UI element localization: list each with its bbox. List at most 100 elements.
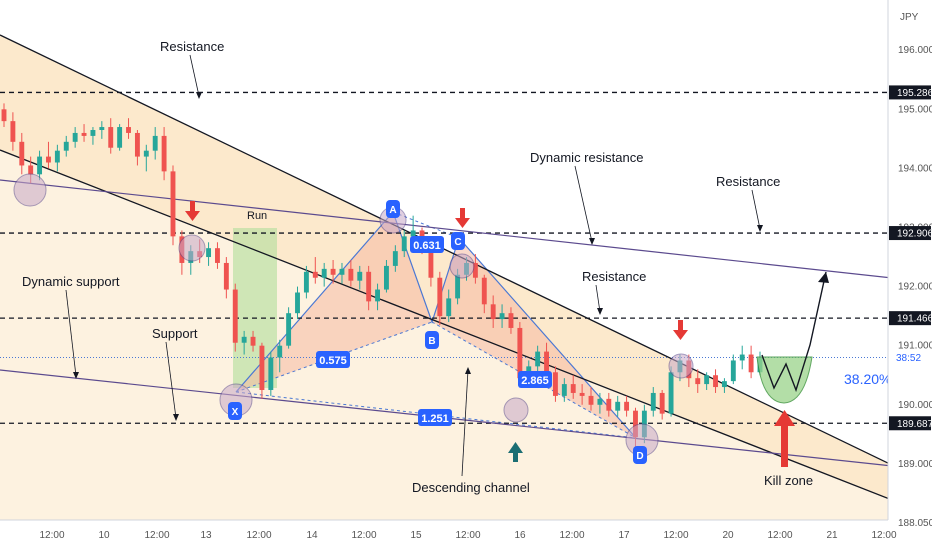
candle-body [615,401,621,411]
pattern-xd-line [235,391,637,439]
time-tick-label: 16 [514,530,526,541]
label-fib-level: 38.20% [844,371,891,387]
candle-body [659,392,665,414]
label-dynamic-resistance: Dynamic resistance [530,150,643,165]
candle-body [268,357,274,390]
label-dynamic-support: Dynamic support [22,274,120,289]
candle-body [748,354,754,373]
price-tick-label: 194.000 [898,163,932,174]
candle-body [721,381,727,388]
candle-body [552,372,558,396]
candle-body [152,135,158,151]
time-axis[interactable] [0,520,888,550]
candle-body [410,230,416,237]
candle-body [108,127,114,148]
candle-body [295,292,300,314]
time-tick-label: 14 [306,530,318,541]
pointer-arrowhead [73,372,79,379]
time-axis-ticks: 12:00 10 12:00 13 12:00 14 12:00 15 12:00 16 12:00… [39,530,896,541]
candle-body [99,127,105,130]
price-level-badge [889,85,931,100]
dynamic-resistance-line [0,179,893,279]
candle-body [517,327,523,379]
price-level-labels: 195.286 192.906 191.466 189.687 [889,85,932,431]
candle-body [544,351,549,373]
red-arrow-up-icon [774,410,795,467]
candle-body [241,336,247,343]
price-tick-label: 196.000 [898,45,932,56]
touch-circle [503,397,529,423]
currency-label: JPY [900,12,919,23]
time-tick-label: 12:00 [663,530,688,541]
candle-body [597,398,603,405]
label-resistance-mid: Resistance [582,269,646,284]
ratio-label-ac: 0.631 [410,236,444,253]
candle-body [1,109,7,122]
candle-body [312,271,318,278]
candle-body [704,375,710,385]
candle-body [330,268,336,275]
candle-body [588,395,594,405]
pointer-arrowhead [465,367,471,374]
price-tick-label: 190.000 [898,400,932,411]
label-run: Run [247,210,267,222]
candle-body [277,345,283,358]
candle-body [713,375,718,388]
price-tick-label: 189.000 [898,459,932,470]
candle-body [206,248,212,258]
touch-circle [668,353,694,379]
label-resistance-top: Resistance [160,39,224,54]
time-tick-label: 12:00 [144,530,169,541]
time-tick-label: 12:00 [351,530,376,541]
pointer-descending-channel [461,369,469,477]
price-level-label: 192.906 [897,229,932,240]
candle-body [126,127,131,133]
candle-body [668,372,674,414]
candle-body [535,351,541,367]
projection-arrowhead [818,272,829,283]
pattern-xab-fill [236,212,432,392]
price-tick-label: 192.000 [898,282,932,293]
candle-body [170,171,176,237]
touch-circle [449,253,475,279]
candle-body [28,165,34,175]
ratio-label-xd: 1.251 [418,409,452,426]
price-level-label: 191.466 [897,314,932,325]
pointer-dynamic-resistance [574,165,593,243]
candle-body [19,141,25,166]
price-level-badge [889,226,931,241]
pointer-arrowhead [196,92,202,99]
candle-body [366,271,372,302]
candle-body [633,410,638,438]
candle-body [499,313,505,320]
time-tick-label: 20 [722,530,734,541]
pointer-arrowhead [597,308,603,315]
candle-body [90,130,96,136]
candle-body [348,268,354,281]
candle-body [472,262,478,278]
svg-text:X: X [232,407,239,418]
label-descending-channel: Descending channel [412,480,530,495]
pointer-arrowhead [757,225,763,232]
candle-body [37,156,43,175]
candle-body [455,274,461,299]
pointer-arrowhead [589,238,595,245]
teal-arrow-up-icon [508,442,523,462]
price-tick-label: 195.000 [898,104,932,115]
price-tick-label: 191.000 [898,341,932,352]
candle-body [259,345,265,390]
candle-body [161,135,167,172]
red-arrow-down-icon [455,208,470,228]
label-kill-zone: Kill zone [764,473,813,488]
candle-body [375,289,380,302]
candle-body [232,289,238,343]
candle-body [437,277,443,317]
candle-body [384,265,389,290]
candle-body [10,121,16,142]
candle-body [143,150,149,157]
pointer-support [165,341,177,419]
candle-body [695,378,701,385]
svg-text:0.575: 0.575 [319,355,347,367]
candle-body [490,304,496,320]
